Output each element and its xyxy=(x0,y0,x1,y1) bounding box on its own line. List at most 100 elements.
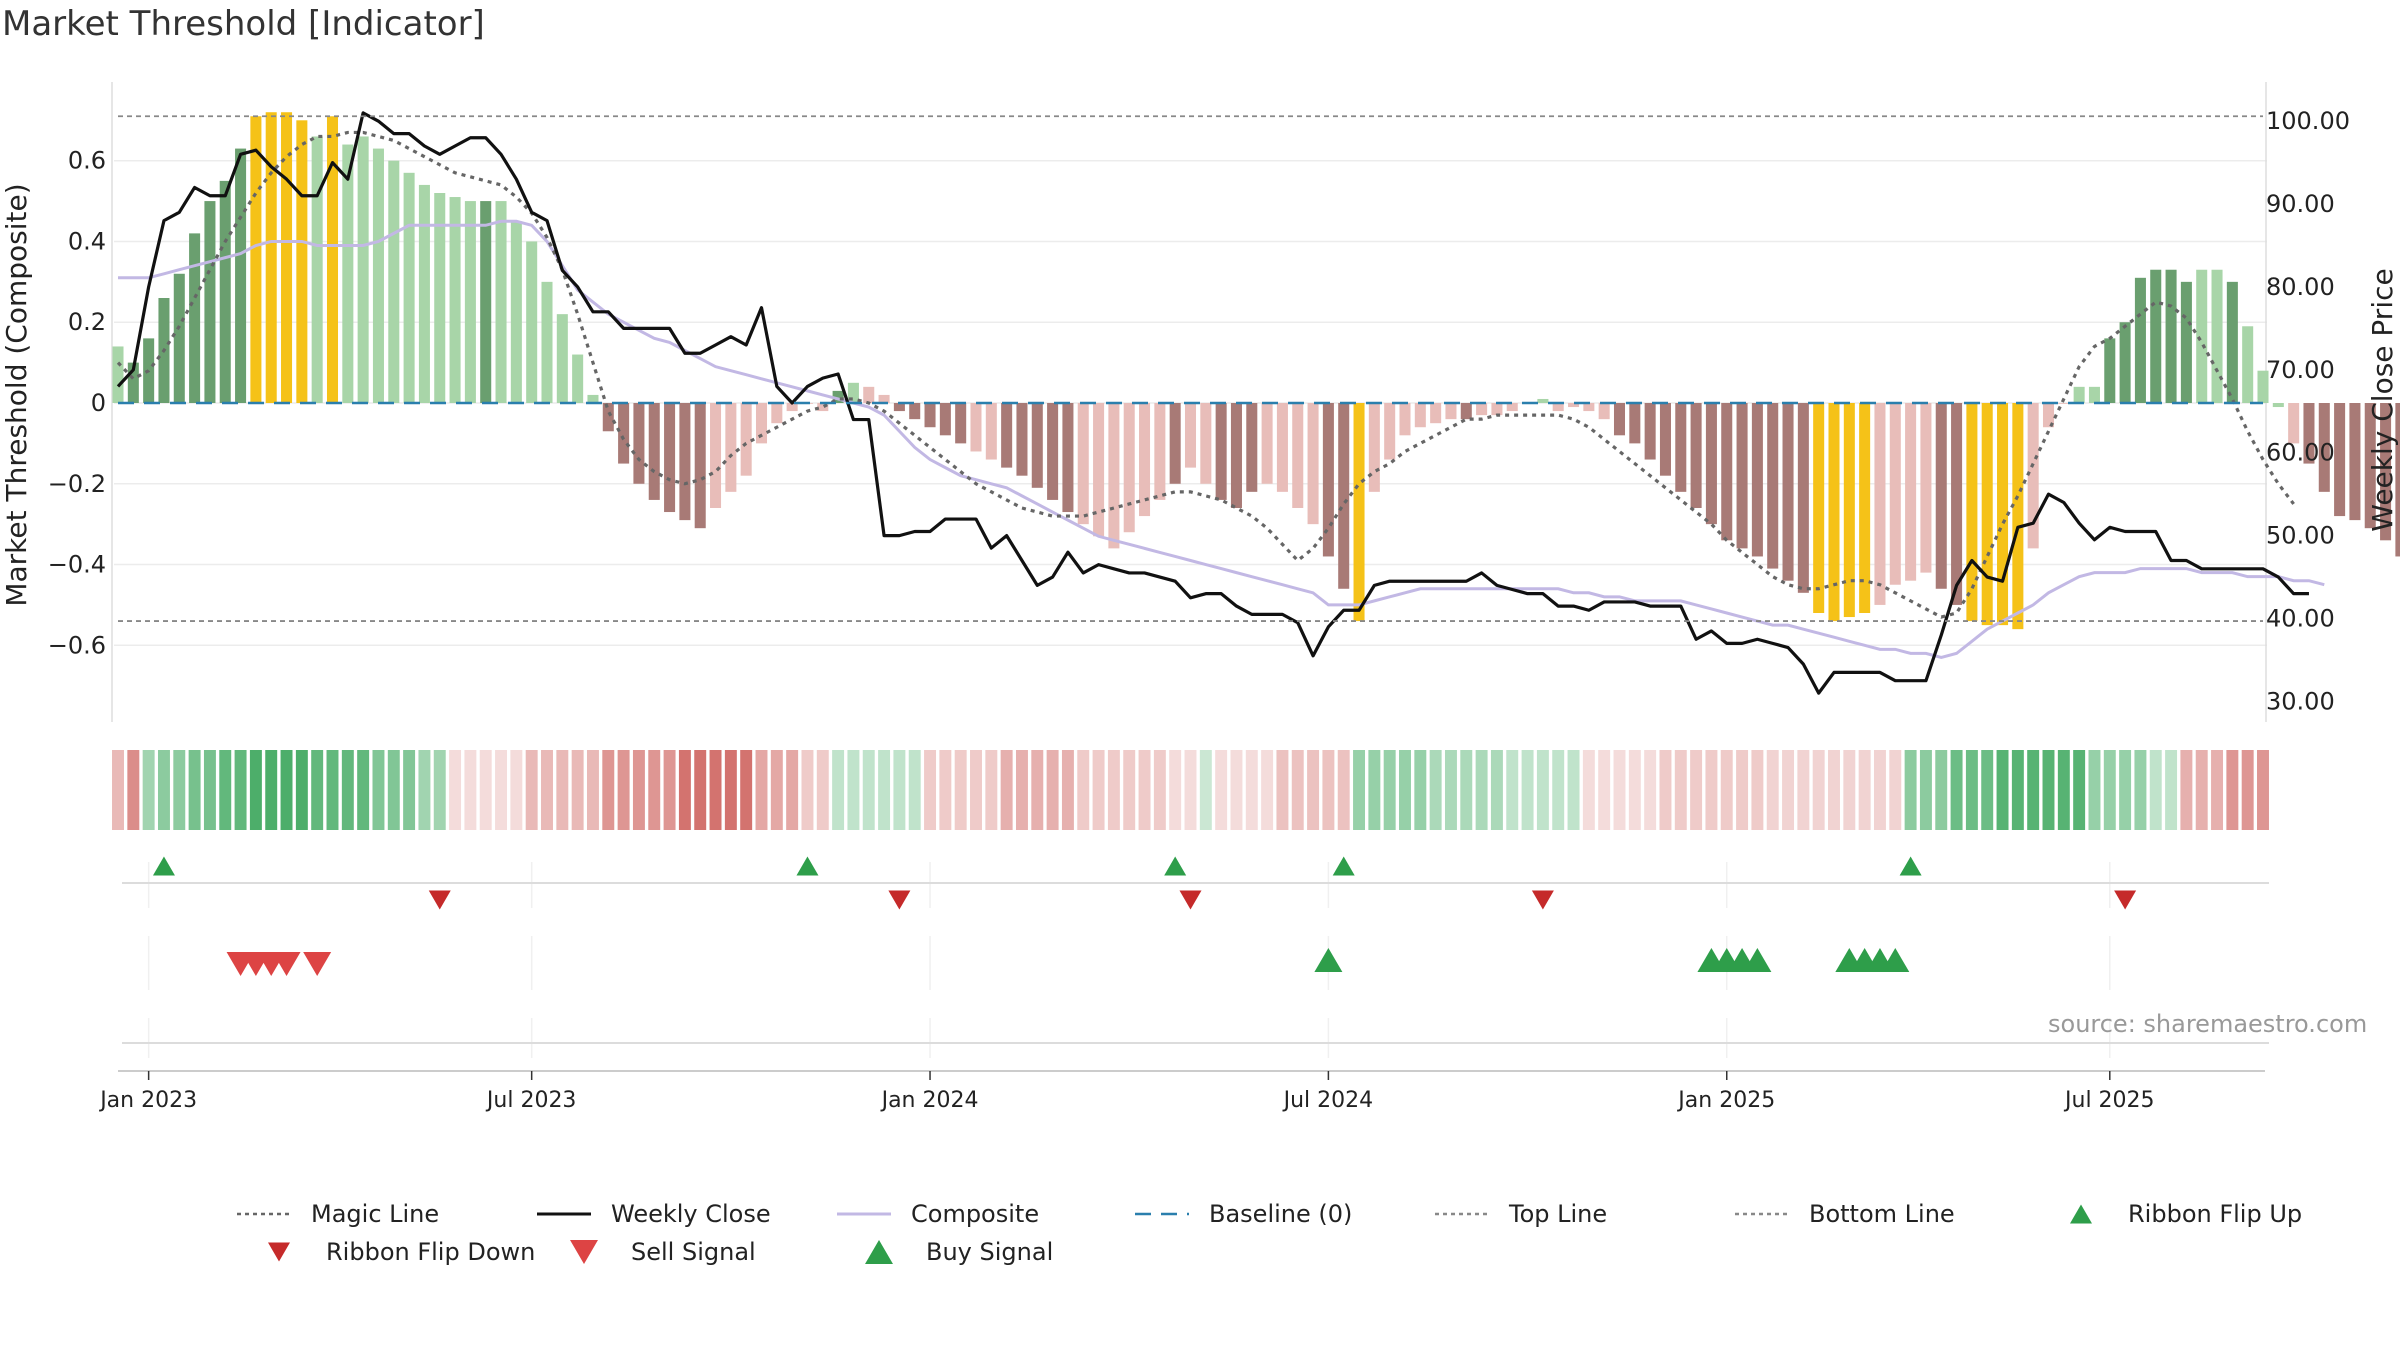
legend-item: Buy Signal xyxy=(850,1234,1053,1270)
ribbon-cell xyxy=(1552,750,1565,830)
ribbon-cell xyxy=(663,750,676,830)
ribbon-flip-up-marker xyxy=(1332,856,1355,876)
composite-bar xyxy=(204,201,216,403)
composite-bar xyxy=(1215,403,1227,500)
ribbon-cell xyxy=(2165,750,2178,830)
ribbon-flip-down-marker xyxy=(1531,890,1554,910)
ribbon-cell xyxy=(112,750,124,830)
composite-bar xyxy=(817,403,829,412)
composite-bar xyxy=(863,386,875,403)
ribbon-cell xyxy=(433,750,446,830)
composite-bar xyxy=(2042,403,2055,428)
composite-bar xyxy=(112,346,124,403)
ribbon-cell xyxy=(280,750,293,830)
composite-bar xyxy=(250,116,262,404)
composite-bar xyxy=(342,144,354,404)
ribbon-cell xyxy=(1628,750,1641,830)
ribbon-cell xyxy=(1582,750,1595,830)
composite-bar xyxy=(1690,403,1702,508)
composite-bar xyxy=(832,390,844,403)
y-right-tick-label: 70.00 xyxy=(2266,356,2335,384)
ribbon-cell xyxy=(1353,750,1366,830)
composite-bar xyxy=(2288,403,2300,444)
composite-bar xyxy=(755,403,768,444)
ribbon-cell xyxy=(2195,750,2208,830)
composite-bar xyxy=(235,148,247,403)
composite-bar xyxy=(388,160,400,403)
ribbon-cell xyxy=(1889,750,1902,830)
ribbon-flip-up-marker xyxy=(1164,856,1187,876)
composite-bar xyxy=(2134,277,2146,403)
ribbon-cell xyxy=(740,750,753,830)
ribbon-cell xyxy=(924,750,937,830)
composite-bar xyxy=(2380,403,2392,541)
y-left-tick-label: 0.6 xyxy=(68,147,106,175)
composite-bar xyxy=(495,201,507,403)
composite-bar xyxy=(771,403,783,424)
composite-bar xyxy=(1261,403,1273,484)
ribbon-cell xyxy=(1077,750,1090,830)
ribbon-cell xyxy=(1184,750,1197,830)
y-right-tick-label: 30.00 xyxy=(2266,687,2335,715)
composite-bar xyxy=(1675,403,1687,492)
ribbon-cell xyxy=(1766,750,1779,830)
composite-bar xyxy=(1399,403,1411,436)
ribbon-cell xyxy=(1123,750,1136,830)
legend-swatch xyxy=(1735,1212,1789,1216)
composite-bar xyxy=(587,394,599,403)
ribbon-cell xyxy=(142,750,155,830)
composite-bar xyxy=(2165,269,2177,403)
composite-bar xyxy=(939,403,951,436)
ribbon-cell xyxy=(403,750,416,830)
ribbon-cell xyxy=(2211,750,2224,830)
composite-bar xyxy=(1123,403,1135,533)
composite-bar xyxy=(955,403,967,444)
composite-bars xyxy=(112,112,2400,630)
composite-bar xyxy=(2180,281,2192,403)
composite-bar xyxy=(418,184,430,403)
y-left-tick-label: −0.4 xyxy=(48,551,106,579)
composite-bar xyxy=(1583,403,1595,412)
legend-item: Ribbon Flip Up xyxy=(2052,1196,2302,1232)
ribbon-cell xyxy=(2241,750,2254,830)
ribbon-cell xyxy=(1782,750,1795,830)
composite-bar xyxy=(311,136,323,403)
ribbon-flip-up-marker xyxy=(796,856,819,876)
composite-bar xyxy=(1843,403,1855,618)
composite-bar xyxy=(1997,403,2009,626)
ribbon-cell xyxy=(1383,750,1396,830)
composite-bar xyxy=(372,148,384,403)
ribbon-cell xyxy=(1046,750,1059,830)
ribbon-cell xyxy=(1015,750,1028,830)
ribbon-cell xyxy=(908,750,921,830)
ribbon-cell xyxy=(1031,750,1044,830)
ribbon-cell xyxy=(541,750,553,830)
composite-bar xyxy=(1047,403,1059,500)
ribbon-cell xyxy=(1506,750,1519,830)
buy-signal-marker xyxy=(1743,947,1772,973)
ribbon-cell xyxy=(1828,750,1840,830)
legend-swatch xyxy=(268,1242,290,1262)
x-tick-label: Jul 2023 xyxy=(485,1088,577,1113)
composite-bar xyxy=(296,120,308,403)
ribbon-cell xyxy=(1399,750,1411,830)
composite-bar xyxy=(2104,338,2116,403)
ribbon-cell xyxy=(586,750,599,830)
composite-bar xyxy=(1353,403,1365,622)
composite-bar xyxy=(1935,403,1947,589)
composite-bar xyxy=(2226,281,2238,403)
ribbon-strip xyxy=(112,750,2269,830)
ribbon-cell xyxy=(1935,750,1948,830)
ribbon-cell xyxy=(341,750,354,830)
composite-bar xyxy=(556,314,568,403)
legend-label: Ribbon Flip Down xyxy=(326,1238,536,1266)
ribbon-cell xyxy=(464,750,477,830)
y-left-tick-label: −0.2 xyxy=(48,470,106,498)
composite-bar xyxy=(1981,403,1993,626)
composite-bar xyxy=(1016,403,1028,476)
ribbon-cell xyxy=(2149,750,2162,830)
composite-bar xyxy=(1905,403,1917,581)
composite-bar xyxy=(1751,403,1763,557)
buy-signal-marker xyxy=(1314,947,1343,973)
